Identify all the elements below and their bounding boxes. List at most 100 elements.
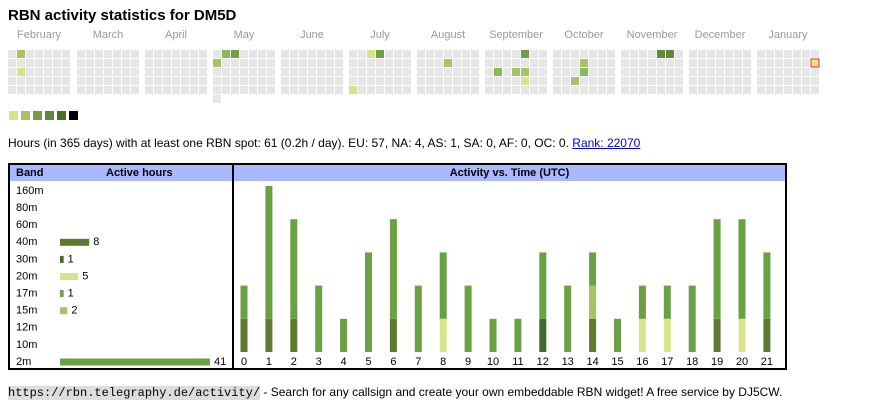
- day-cell[interactable]: [802, 86, 810, 94]
- day-cell[interactable]: [539, 77, 547, 85]
- day-cell[interactable]: [145, 77, 153, 85]
- day-cell[interactable]: [571, 86, 579, 94]
- day-cell[interactable]: [367, 68, 375, 76]
- day-cell[interactable]: [435, 68, 443, 76]
- day-cell[interactable]: [349, 77, 357, 85]
- day-cell[interactable]: [725, 68, 733, 76]
- day-cell[interactable]: [462, 68, 470, 76]
- day-cell[interactable]: [62, 50, 70, 58]
- day-cell[interactable]: [349, 68, 357, 76]
- day-cell[interactable]: [95, 86, 103, 94]
- day-cell[interactable]: [539, 86, 547, 94]
- day-cell[interactable]: [802, 59, 810, 67]
- day-cell[interactable]: [675, 68, 683, 76]
- day-cell[interactable]: [766, 86, 774, 94]
- day-cell[interactable]: [317, 59, 325, 67]
- active-day-cell[interactable]: [367, 50, 375, 58]
- day-cell[interactable]: [580, 86, 588, 94]
- day-cell[interactable]: [471, 68, 479, 76]
- day-cell[interactable]: [417, 77, 425, 85]
- day-cell[interactable]: [698, 50, 706, 58]
- day-cell[interactable]: [530, 68, 538, 76]
- day-cell[interactable]: [163, 50, 171, 58]
- day-cell[interactable]: [648, 86, 656, 94]
- day-cell[interactable]: [249, 77, 257, 85]
- day-cell[interactable]: [231, 86, 239, 94]
- day-cell[interactable]: [358, 68, 366, 76]
- day-cell[interactable]: [621, 50, 629, 58]
- day-cell[interactable]: [471, 50, 479, 58]
- day-cell[interactable]: [35, 68, 43, 76]
- day-cell[interactable]: [707, 86, 715, 94]
- day-cell[interactable]: [367, 59, 375, 67]
- day-cell[interactable]: [385, 86, 393, 94]
- day-cell[interactable]: [621, 59, 629, 67]
- day-cell[interactable]: [453, 59, 461, 67]
- active-day-cell[interactable]: [222, 50, 230, 58]
- day-cell[interactable]: [426, 77, 434, 85]
- day-cell[interactable]: [521, 59, 529, 67]
- day-cell[interactable]: [240, 50, 248, 58]
- day-cell[interactable]: [757, 86, 765, 94]
- day-cell[interactable]: [494, 86, 502, 94]
- day-cell[interactable]: [376, 68, 384, 76]
- day-cell[interactable]: [757, 50, 765, 58]
- day-cell[interactable]: [104, 59, 112, 67]
- day-cell[interactable]: [435, 59, 443, 67]
- day-cell[interactable]: [675, 59, 683, 67]
- day-cell[interactable]: [95, 59, 103, 67]
- day-cell[interactable]: [698, 86, 706, 94]
- active-day-cell[interactable]: [512, 68, 520, 76]
- day-cell[interactable]: [743, 86, 751, 94]
- day-cell[interactable]: [190, 59, 198, 67]
- day-cell[interactable]: [462, 86, 470, 94]
- day-cell[interactable]: [716, 59, 724, 67]
- day-cell[interactable]: [213, 95, 221, 103]
- day-cell[interactable]: [707, 59, 715, 67]
- day-cell[interactable]: [530, 50, 538, 58]
- day-cell[interactable]: [716, 77, 724, 85]
- day-cell[interactable]: [503, 50, 511, 58]
- day-cell[interactable]: [716, 50, 724, 58]
- day-cell[interactable]: [444, 86, 452, 94]
- day-cell[interactable]: [290, 59, 298, 67]
- day-cell[interactable]: [190, 77, 198, 85]
- day-cell[interactable]: [494, 50, 502, 58]
- day-cell[interactable]: [113, 68, 121, 76]
- day-cell[interactable]: [453, 50, 461, 58]
- day-cell[interactable]: [689, 68, 697, 76]
- day-cell[interactable]: [503, 77, 511, 85]
- day-cell[interactable]: [290, 77, 298, 85]
- day-cell[interactable]: [258, 59, 266, 67]
- day-cell[interactable]: [802, 77, 810, 85]
- day-cell[interactable]: [335, 86, 343, 94]
- active-day-cell[interactable]: [521, 77, 529, 85]
- day-cell[interactable]: [77, 68, 85, 76]
- day-cell[interactable]: [802, 68, 810, 76]
- day-cell[interactable]: [426, 86, 434, 94]
- day-cell[interactable]: [172, 86, 180, 94]
- day-cell[interactable]: [462, 50, 470, 58]
- day-cell[interactable]: [35, 59, 43, 67]
- day-cell[interactable]: [775, 50, 783, 58]
- day-cell[interactable]: [281, 50, 289, 58]
- day-cell[interactable]: [199, 86, 207, 94]
- day-cell[interactable]: [784, 59, 792, 67]
- day-cell[interactable]: [607, 50, 615, 58]
- day-cell[interactable]: [385, 59, 393, 67]
- day-cell[interactable]: [743, 77, 751, 85]
- day-cell[interactable]: [190, 68, 198, 76]
- day-cell[interactable]: [104, 50, 112, 58]
- day-cell[interactable]: [462, 77, 470, 85]
- day-cell[interactable]: [53, 68, 61, 76]
- day-cell[interactable]: [131, 86, 139, 94]
- day-cell[interactable]: [657, 77, 665, 85]
- day-cell[interactable]: [213, 50, 221, 58]
- day-cell[interactable]: [104, 77, 112, 85]
- day-cell[interactable]: [35, 50, 43, 58]
- day-cell[interactable]: [122, 59, 130, 67]
- day-cell[interactable]: [308, 68, 316, 76]
- day-cell[interactable]: [444, 50, 452, 58]
- day-cell[interactable]: [512, 77, 520, 85]
- day-cell[interactable]: [734, 59, 742, 67]
